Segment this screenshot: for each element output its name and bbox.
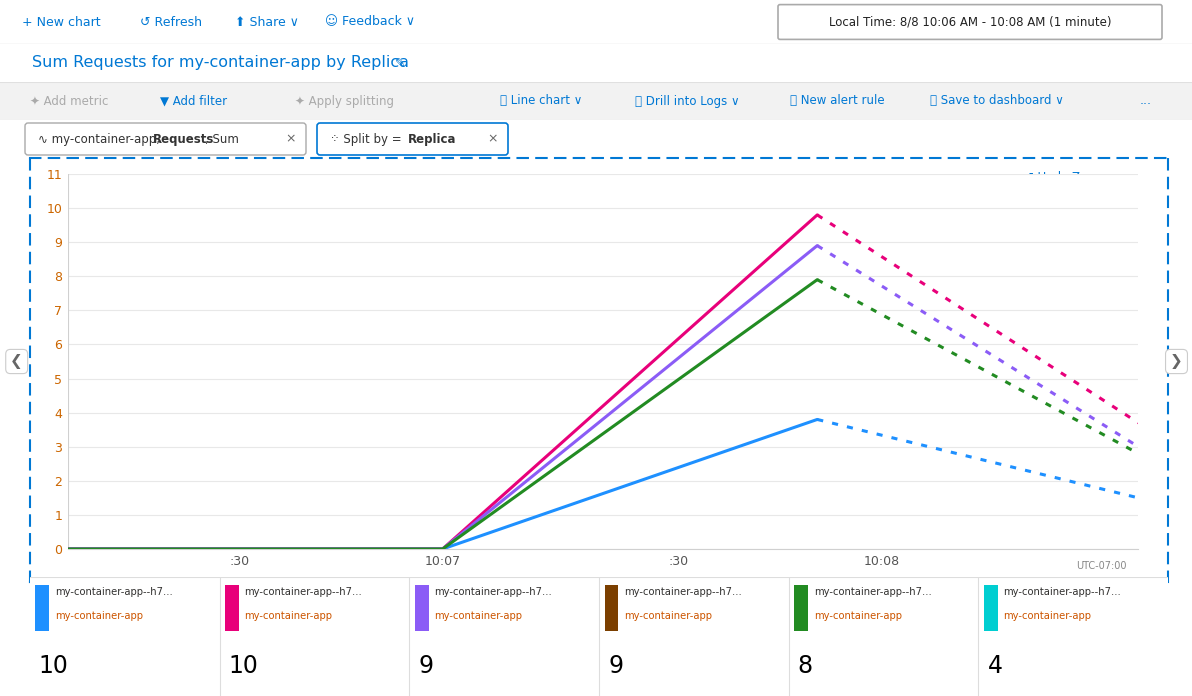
Text: UTC-07:00: UTC-07:00: [1076, 562, 1126, 571]
Bar: [36, 585, 49, 631]
Text: ✦ Add metric: ✦ Add metric: [30, 95, 108, 107]
Text: ×: ×: [488, 132, 498, 145]
Text: ...: ...: [1140, 95, 1151, 107]
Text: ↺ Undo Zoom...: ↺ Undo Zoom...: [1024, 171, 1117, 184]
Text: ▼ Add filter: ▼ Add filter: [160, 95, 228, 107]
Text: my-container-app--h7...: my-container-app--h7...: [814, 587, 931, 597]
Text: 8: 8: [797, 654, 813, 678]
Text: my-container-app: my-container-app: [1004, 611, 1092, 622]
Text: 4: 4: [987, 654, 1002, 678]
FancyBboxPatch shape: [25, 123, 306, 155]
Text: my-container-app: my-container-app: [625, 611, 712, 622]
Text: 🔔 New alert rule: 🔔 New alert rule: [790, 95, 884, 107]
Text: ✎: ✎: [395, 56, 405, 70]
Text: 💾 Save to dashboard ∨: 💾 Save to dashboard ∨: [930, 95, 1064, 107]
Text: ✦ Apply splitting: ✦ Apply splitting: [294, 95, 395, 107]
Bar: [225, 585, 238, 631]
Text: ⬆ Share ∨: ⬆ Share ∨: [235, 15, 299, 29]
Text: 9: 9: [418, 654, 434, 678]
Text: ⁘ Split by =: ⁘ Split by =: [330, 132, 405, 145]
Text: , Sum: , Sum: [205, 132, 238, 145]
Text: 📋 Drill into Logs ∨: 📋 Drill into Logs ∨: [635, 95, 739, 107]
Text: Sum Requests for my-container-app by Replica: Sum Requests for my-container-app by Rep…: [32, 56, 409, 70]
Text: ↺ Refresh: ↺ Refresh: [139, 15, 201, 29]
Text: 10: 10: [229, 654, 259, 678]
Bar: [985, 585, 998, 631]
Text: 10: 10: [39, 654, 69, 678]
Text: 9: 9: [608, 654, 623, 678]
Text: my-container-app: my-container-app: [55, 611, 143, 622]
Bar: [794, 585, 808, 631]
Text: my-container-app--h7...: my-container-app--h7...: [434, 587, 552, 597]
Text: ❯: ❯: [1171, 354, 1182, 369]
Text: 📈 Line chart ∨: 📈 Line chart ∨: [499, 95, 583, 107]
Text: my-container-app--h7...: my-container-app--h7...: [244, 587, 362, 597]
Text: ❮: ❮: [11, 354, 23, 369]
FancyBboxPatch shape: [778, 5, 1162, 40]
Text: my-container-app--h7...: my-container-app--h7...: [1004, 587, 1122, 597]
Bar: [604, 585, 619, 631]
Text: my-container-app: my-container-app: [814, 611, 902, 622]
Text: my-container-app--h7...: my-container-app--h7...: [625, 587, 741, 597]
Text: my-container-app: my-container-app: [434, 611, 522, 622]
Text: + New chart: + New chart: [21, 15, 100, 29]
Text: my-container-app--h7...: my-container-app--h7...: [55, 587, 173, 597]
Text: ∿ my-container-app,: ∿ my-container-app,: [38, 132, 163, 145]
Text: Replica: Replica: [408, 132, 457, 145]
Text: ×: ×: [286, 132, 297, 145]
Text: Requests: Requests: [153, 132, 215, 145]
Text: ☺ Feedback ∨: ☺ Feedback ∨: [325, 15, 415, 29]
Bar: [415, 585, 429, 631]
Text: Local Time: 8/8 10:06 AM - 10:08 AM (1 minute): Local Time: 8/8 10:06 AM - 10:08 AM (1 m…: [828, 15, 1111, 29]
FancyBboxPatch shape: [317, 123, 508, 155]
Text: my-container-app: my-container-app: [244, 611, 333, 622]
